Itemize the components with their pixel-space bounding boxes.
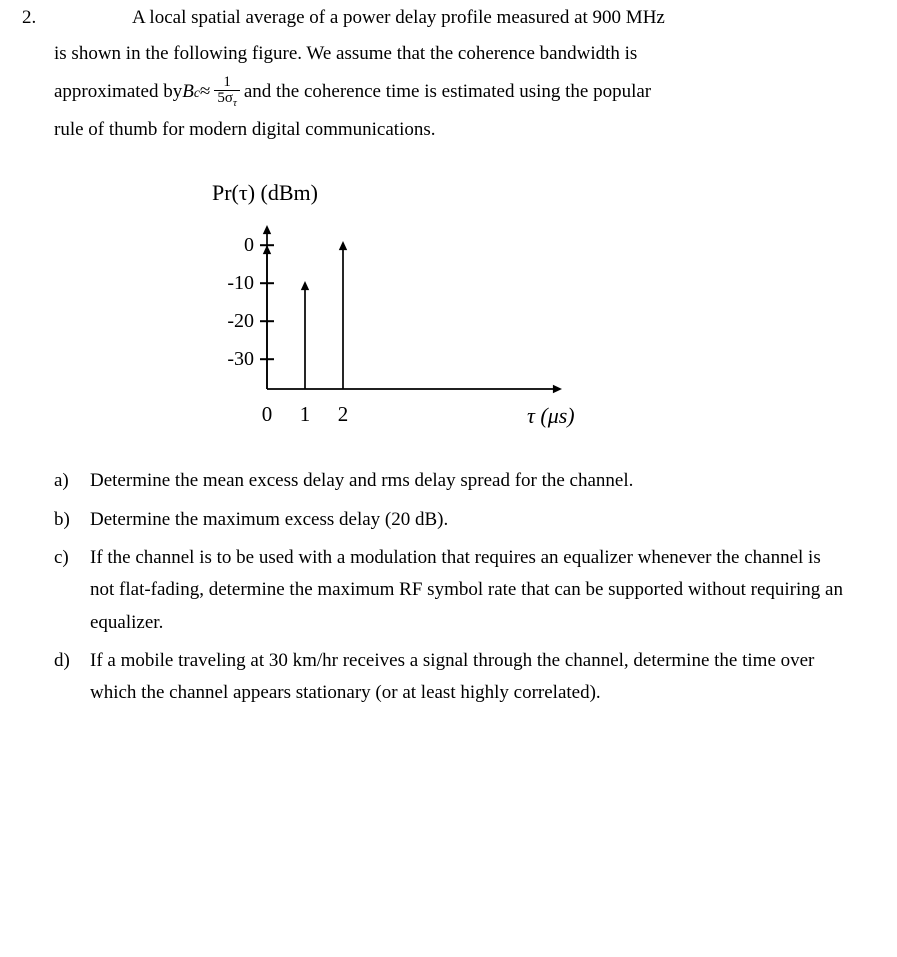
y-tick-mark — [260, 321, 274, 323]
part-marker: a) — [54, 465, 90, 497]
intro-line-2: is shown in the following figure. We ass… — [54, 38, 845, 70]
part-text: Determine the mean excess delay and rms … — [90, 465, 845, 497]
y-tick-mark — [260, 283, 274, 285]
x-tick-label: 2 — [338, 397, 349, 433]
text: and the coherence time is estimated usin… — [244, 76, 651, 108]
y-tick-label: -20 — [206, 304, 254, 338]
plot-title: Pr(τ) (dBm) — [212, 174, 875, 211]
part-marker: c) — [54, 542, 90, 574]
x-tick-label: 1 — [300, 397, 311, 433]
plot-area: 0-10-20-30 012 τ (μs) — [182, 217, 602, 437]
bc-symbol: B — [182, 76, 194, 108]
part-d: d) If a mobile traveling at 30 km/hr rec… — [54, 645, 845, 710]
page: 2. A local spatial average of a power de… — [0, 0, 897, 745]
x-tick-label: 0 — [262, 397, 273, 433]
part-a: a) Determine the mean excess delay and r… — [54, 465, 845, 497]
den-text: 5σ — [217, 90, 233, 106]
part-b: b) Determine the maximum excess delay (2… — [54, 504, 845, 536]
y-tick-label: 0 — [206, 228, 254, 262]
den-sub: τ — [233, 97, 237, 109]
part-text: If a mobile traveling at 30 km/hr receiv… — [90, 645, 845, 710]
x-axis-label-text: τ (μs) — [527, 403, 575, 428]
intro-line-1: A local spatial average of a power delay… — [132, 2, 875, 34]
part-marker: d) — [54, 645, 90, 677]
x-axis-label: τ (μs) — [527, 397, 575, 434]
intro-line-4: rule of thumb for modern digital communi… — [54, 114, 845, 146]
y-tick-mark — [260, 359, 274, 361]
part-text: If the channel is to be used with a modu… — [90, 542, 845, 639]
fraction: 1 5στ — [214, 75, 239, 110]
approx-sign: ≈ — [200, 76, 210, 108]
fraction-num: 1 — [220, 75, 234, 91]
y-tick-label: -30 — [206, 342, 254, 376]
y-tick-label: -10 — [206, 266, 254, 300]
y-tick-mark — [260, 245, 274, 247]
part-text: Determine the maximum excess delay (20 d… — [90, 504, 845, 536]
part-marker: b) — [54, 504, 90, 536]
intro-body: is shown in the following figure. We ass… — [54, 38, 845, 146]
parts-list: a) Determine the mean excess delay and r… — [54, 465, 845, 709]
fraction-den: 5στ — [214, 90, 239, 109]
intro-line-3: approximated by Bc ≈ 1 5στ and the coher… — [54, 75, 845, 110]
pdp-figure: Pr(τ) (dBm) 0-10-20-30 012 τ (μs) — [182, 174, 875, 437]
part-c: c) If the channel is to be used with a m… — [54, 542, 845, 639]
text: approximated by — [54, 76, 182, 108]
question-number: 2. — [22, 2, 132, 34]
problem-heading: 2. A local spatial average of a power de… — [22, 2, 875, 34]
